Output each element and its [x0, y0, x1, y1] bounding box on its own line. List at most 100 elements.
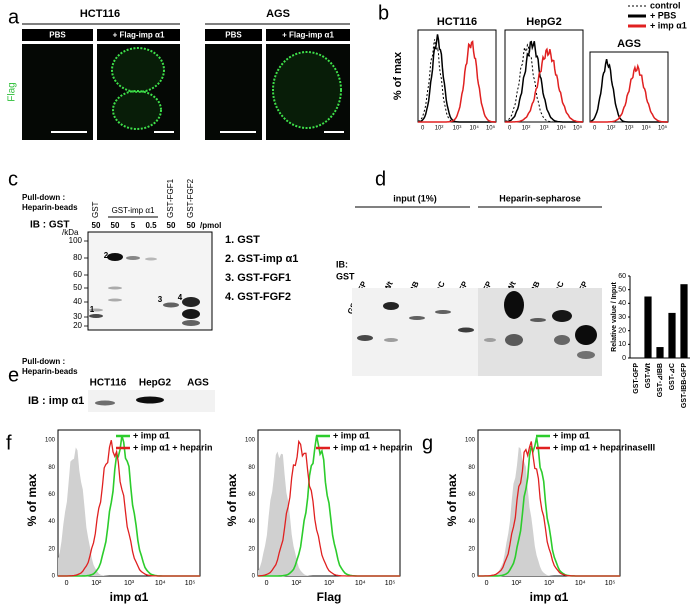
ib-label: IB : imp α1 [28, 395, 84, 407]
y-tick-label: 0 [252, 574, 256, 580]
cell-outline [112, 90, 162, 130]
x-tick-label: 10⁵ [605, 580, 616, 587]
lane-label: GST-FGF1 [166, 178, 175, 218]
x-tick-label: 10³ [540, 126, 549, 132]
y-tick-label: 50 [618, 287, 626, 294]
axis-label: % of max [225, 473, 239, 526]
legend-label: control [650, 0, 681, 10]
x-tick-label: 0 [65, 580, 69, 587]
lane-label: GST [91, 201, 100, 218]
y-tick-label: 100 [245, 438, 256, 444]
histogram-curve [478, 437, 620, 577]
bar [680, 284, 688, 358]
band [383, 302, 399, 310]
y-tick-label: 100 [45, 438, 56, 444]
x-tick-label: GST-⊿C [669, 363, 676, 390]
marker-label: 80 [73, 253, 82, 262]
x-tick-label: 10³ [324, 580, 335, 587]
x-tick-label: 10⁴ [557, 125, 567, 132]
amount-label: 5 [131, 221, 136, 230]
condition-label: PBS [49, 31, 66, 40]
y-tick-label: 100 [465, 438, 476, 444]
band-label: 4 [178, 293, 183, 302]
band [484, 338, 496, 342]
band [435, 310, 451, 314]
band [89, 314, 103, 318]
x-tick-label: 10² [291, 580, 302, 587]
y-tick-label: 40 [468, 519, 475, 525]
amount-label: 50 [187, 221, 196, 230]
band [108, 286, 122, 290]
marker-label: 20 [73, 321, 82, 330]
band [108, 298, 122, 302]
condition-bar [22, 29, 93, 41]
panel-label: d [375, 168, 386, 190]
x-tick-label: 0 [485, 580, 489, 587]
bar [668, 312, 676, 358]
lane-label: HCT116 [90, 378, 127, 389]
x-tick-label: 10⁵ [385, 580, 396, 587]
band-label: 1 [90, 305, 95, 314]
method-label: Pull-down : [22, 357, 65, 366]
x-tick-label: 10² [435, 126, 444, 132]
band [384, 338, 398, 342]
axis-label: % of max [445, 473, 459, 526]
band [530, 318, 546, 322]
x-tick-label: 10⁵ [658, 125, 668, 132]
x-tick-label: 10² [511, 580, 522, 587]
amount-label: 50 [92, 221, 101, 230]
band [577, 351, 595, 359]
condition-bar [205, 29, 262, 41]
plot-title: HCT116 [437, 16, 477, 28]
ib-label: IB : GST [30, 220, 69, 231]
histogram-curve [258, 451, 400, 576]
histogram-curve [58, 447, 200, 576]
y-tick-label: 0 [472, 574, 476, 580]
y-tick-label: 20 [468, 546, 475, 552]
x-tick-label: GST-GFP [633, 363, 640, 394]
x-tick-label: 10⁴ [155, 580, 166, 587]
ib-label: GST [336, 271, 355, 281]
band [554, 335, 570, 345]
legend-label: + imp α1 [650, 20, 687, 30]
axis-label: % of max [392, 51, 404, 100]
ib-label: IB: [336, 259, 348, 269]
x-tick-label: 10⁵ [573, 125, 583, 132]
axis-label: Flag [317, 590, 342, 604]
header: HCT116 [80, 8, 120, 20]
histogram-curve [590, 63, 668, 123]
y-tick-label: 60 [248, 492, 255, 498]
histogram-curve [504, 40, 583, 123]
band [575, 325, 597, 345]
y-tick-label: 10 [618, 341, 626, 348]
bar [644, 296, 652, 358]
x-tick-label: 0 [593, 126, 597, 132]
band [552, 310, 572, 322]
x-tick-label: 10⁴ [470, 125, 480, 132]
marker-label: 50 [73, 283, 82, 292]
legend-label: + imp α1 + heparinaseIII [553, 442, 655, 452]
band [95, 400, 115, 406]
x-tick-label: 10³ [453, 126, 462, 132]
x-tick-label: 10³ [544, 580, 555, 587]
x-tick-label: 10⁵ [185, 580, 196, 587]
panel-label: f [6, 432, 12, 454]
group-label: Heparin-sepharose [499, 193, 581, 203]
band [458, 327, 474, 333]
method-label: Heparin-beads [22, 203, 78, 212]
y-tick-label: 20 [618, 328, 626, 335]
lane-label: GST-FGF2 [186, 178, 195, 218]
histogram-curve [589, 58, 668, 123]
y-tick-label: 80 [48, 465, 55, 471]
micrograph [266, 44, 350, 140]
group-label: input (1%) [393, 193, 437, 203]
header: AGS [266, 8, 290, 20]
plot-title: HepG2 [526, 16, 561, 28]
method-label: Pull-down : [22, 193, 65, 202]
band [357, 335, 373, 341]
y-tick-label: 20 [48, 546, 55, 552]
histogram-curve [58, 440, 200, 577]
y-tick-label: 20 [248, 546, 255, 552]
condition-bar [97, 29, 180, 41]
micrograph [22, 44, 93, 140]
